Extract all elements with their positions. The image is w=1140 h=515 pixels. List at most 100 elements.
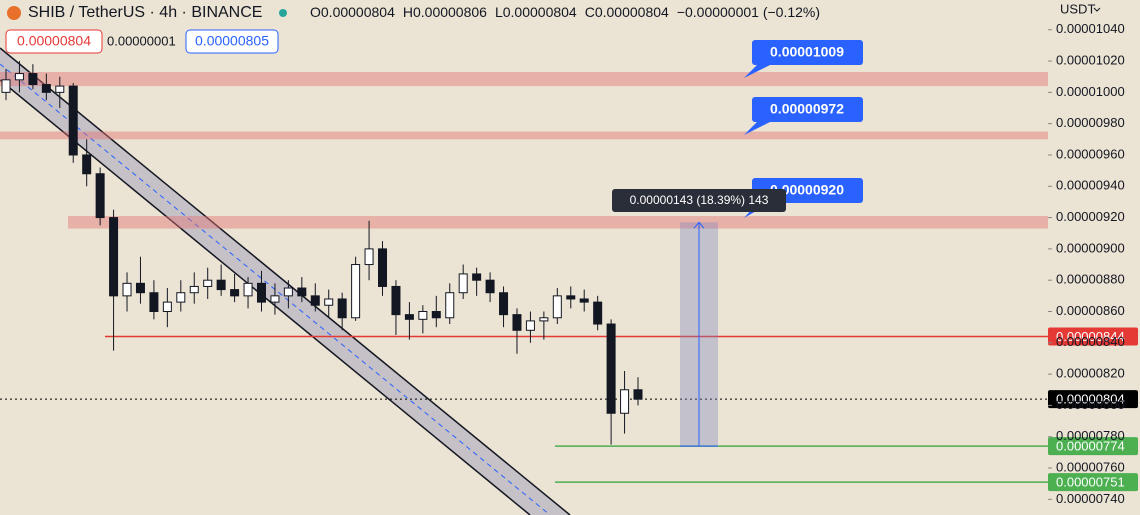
symbol-title: SHIB / TetherUS · 4h · BINANCE (28, 4, 262, 21)
candle-body (68, 85, 78, 156)
candle-body (512, 314, 522, 331)
candle-body (297, 287, 307, 297)
price-tag-label: 0.00000774 (1056, 439, 1125, 454)
candle-body (378, 248, 388, 287)
callout-box (752, 97, 863, 122)
chevron[interactable] (1093, 7, 1101, 12)
price-input: 0.00000001 (107, 33, 176, 48)
candle-body (243, 282, 253, 297)
measure-label: 0.00000143 (18.39%) 143 (630, 193, 769, 207)
plot-area (0, 47, 1048, 515)
ohlc-key: C (585, 4, 595, 20)
header: SHIB / TetherUS · 4h · BINANCE O0.000008… (5, 1, 1101, 54)
ohlc-key: O (310, 4, 321, 20)
price-tag-label: 0.00000804 (1056, 392, 1125, 407)
ohlc-value: 0.00000806 (413, 4, 487, 20)
zone-band (0, 131, 1048, 140)
y-tick-label: 0.00001000 (1056, 84, 1125, 99)
candle-body (28, 73, 38, 86)
y-tick-label: 0.00000840 (1056, 334, 1125, 349)
price-tag (1048, 473, 1138, 492)
ohlc-value: 0.00000804 (503, 4, 577, 20)
candle-body (391, 285, 401, 316)
measure-arrowhead (693, 221, 705, 229)
price-input[interactable]: 0.00000804 (17, 33, 91, 49)
candle-body (579, 298, 589, 303)
y-tick-label: 0.00000980 (1056, 115, 1125, 130)
candle-body (55, 85, 65, 93)
y-tick-label: 0.00000860 (1056, 303, 1125, 318)
candle-body (633, 389, 643, 400)
candle-body (499, 292, 509, 316)
candle-body (552, 295, 562, 319)
y-tick-label: 0.00000880 (1056, 272, 1125, 287)
candle-body (41, 84, 51, 93)
ohlc: O0.00000804 H0.00000806 L0.00000804 C0.0000… (310, 4, 820, 20)
y-tick-label: 0.00001020 (1056, 52, 1125, 67)
candle-body (109, 217, 119, 297)
overlays: 0.00000844 0.00000804 0.00000774 0.00000751… (612, 40, 1138, 492)
ohlc-key: L (495, 4, 503, 20)
candle-body (620, 389, 630, 414)
candle-body (566, 295, 576, 300)
price-tag (1048, 390, 1138, 409)
candles (1, 61, 643, 445)
y-tick-label: 0.00000780 (1056, 428, 1125, 443)
candle-body (122, 282, 132, 297)
candle-body (472, 273, 482, 281)
price-input[interactable]: 0.00000805 (195, 33, 269, 49)
candle-body (525, 320, 535, 331)
candle-body (1, 79, 11, 93)
y-tick-label: 0.00000920 (1056, 209, 1125, 224)
candle-body (606, 323, 616, 414)
candle-body (283, 287, 293, 297)
y-tick-label: 0.00000960 (1056, 146, 1125, 161)
candle-body (324, 298, 334, 306)
measure-tooltip (612, 189, 786, 212)
ohlc-value: 0.00000804 (321, 4, 395, 20)
candle-body (418, 311, 428, 320)
candle-body (14, 73, 24, 81)
candle-body (256, 282, 266, 303)
candle-body (270, 295, 280, 303)
candle-body (82, 154, 92, 175)
candle-body (458, 273, 468, 294)
candle-body (189, 285, 199, 294)
ohlc-key: H (403, 4, 413, 20)
input-box[interactable] (5, 29, 103, 54)
candle-body (216, 279, 226, 291)
candle-body (539, 317, 549, 322)
callout-label: 0.00000972 (770, 101, 844, 117)
currency[interactable]: USDT (1060, 1, 1095, 16)
callout-box (752, 40, 863, 65)
candle-body (203, 279, 213, 287)
candle-body (364, 248, 374, 266)
candle-body (445, 292, 455, 319)
candle-body (230, 289, 240, 297)
price-tag-label: 0.00000751 (1056, 475, 1125, 490)
y-tick-label: 0.00000940 (1056, 178, 1125, 193)
zone-band (68, 216, 1048, 229)
candle-body (337, 298, 347, 319)
zone-band (0, 72, 1048, 87)
candle-body (351, 264, 361, 319)
y-tick-label: 0.00000800 (1056, 397, 1125, 412)
candle-body (176, 292, 186, 303)
candle-body (149, 292, 159, 313)
input-box[interactable] (185, 29, 279, 54)
y-tick-label: 0.00000900 (1056, 240, 1125, 255)
candle-body (162, 301, 172, 313)
candle-body (135, 282, 145, 294)
price-tag-label: 0.00000844 (1056, 329, 1125, 344)
status-dot (279, 9, 287, 17)
callout-label: 0.00001009 (770, 44, 844, 60)
y-tick-label: 0.00001040 (1056, 21, 1125, 36)
ohlc-value: 0.00000804 (595, 4, 669, 20)
y-tick-label: 0.00000740 (1056, 491, 1125, 506)
candle-body (593, 301, 603, 325)
y-tick-label: 0.00000820 (1056, 366, 1125, 381)
price-tag (1048, 327, 1138, 346)
candle-body (404, 314, 414, 320)
candle-body (431, 311, 441, 319)
